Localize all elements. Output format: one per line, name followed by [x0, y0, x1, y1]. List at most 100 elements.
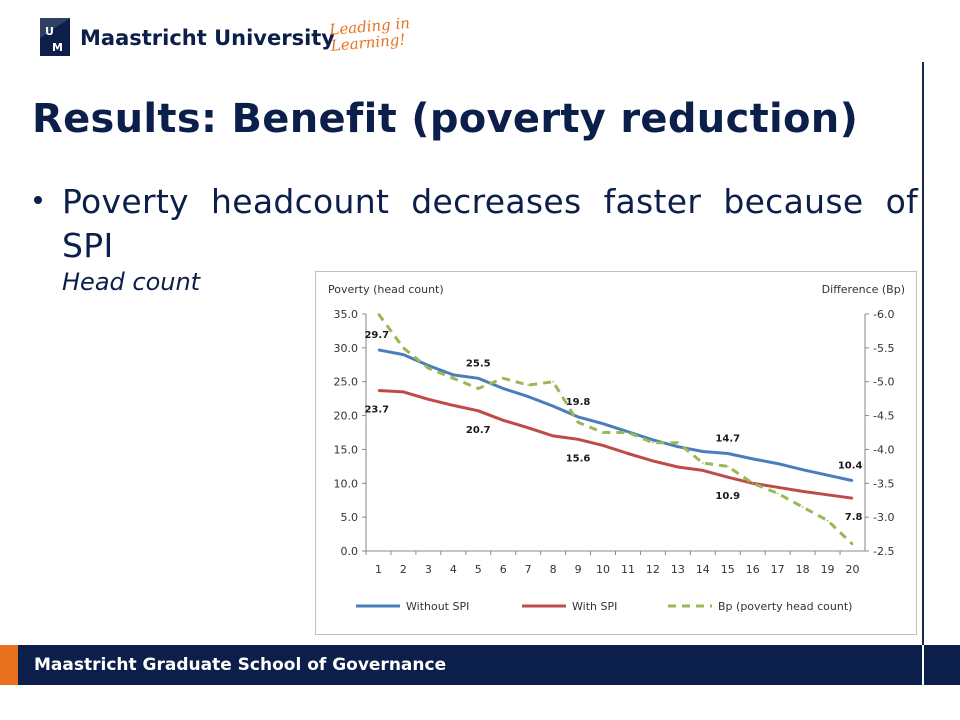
- x-tick-label: 16: [746, 563, 760, 576]
- data-label: 15.6: [566, 453, 591, 464]
- series-point-0: [477, 377, 480, 380]
- series-point-2: [577, 421, 579, 424]
- series-point-0: [726, 452, 729, 455]
- series-point-2: [826, 519, 829, 522]
- series-point-2: [726, 465, 729, 468]
- series-point-1: [552, 435, 554, 437]
- series-point-2: [377, 313, 380, 315]
- series-point-0: [851, 479, 854, 482]
- x-tick-label: 2: [400, 563, 407, 576]
- x-tick-label: 20: [846, 563, 860, 576]
- logo-text: Maastricht University: [80, 26, 335, 50]
- series-point-1: [627, 452, 629, 455]
- series-point-2: [552, 380, 554, 383]
- x-tick-label: 4: [450, 563, 457, 576]
- y-left-tick-label: 30.0: [334, 342, 359, 355]
- data-label: 10.9: [715, 491, 740, 502]
- chart-subcaption: Head count: [62, 268, 201, 296]
- x-tick-label: 7: [525, 563, 532, 576]
- y-left-tick-label: 35.0: [334, 308, 359, 321]
- right-axis-title: Difference (Bp): [822, 283, 905, 296]
- um-logo-icon: U M: [40, 18, 70, 56]
- data-label: 25.5: [466, 358, 491, 369]
- data-label: 7.8: [845, 512, 863, 523]
- x-tick-label: 3: [425, 563, 432, 576]
- series-point-2: [776, 492, 779, 495]
- series-point-2: [402, 347, 405, 349]
- series-line-0: [378, 348, 853, 483]
- x-tick-label: 12: [646, 563, 660, 576]
- series-point-1: [577, 438, 579, 441]
- series-point-1: [726, 476, 729, 478]
- footer-divider: [922, 645, 924, 685]
- bullet-icon: [34, 196, 42, 204]
- series-point-0: [552, 405, 554, 407]
- footer-label: Maastricht Graduate School of Governance: [34, 655, 447, 675]
- y-left-tick-label: 0.0: [341, 545, 359, 558]
- x-tick-label: 15: [721, 563, 735, 576]
- series-point-1: [826, 493, 829, 496]
- series-point-1: [602, 444, 604, 447]
- series-point-2: [602, 431, 604, 434]
- y-right-tick-label: -4.5: [873, 410, 894, 423]
- y-left-tick-label: 15.0: [334, 443, 359, 456]
- footer-bar: Maastricht Graduate School of Governance: [0, 645, 960, 685]
- bullet-text: Poverty headcount decreases faster becau…: [62, 182, 918, 265]
- right-border-rule: [922, 62, 924, 650]
- series-point-1: [402, 391, 405, 393]
- series-point-2: [677, 441, 679, 444]
- series-point-0: [527, 395, 529, 398]
- series-point-0: [402, 353, 405, 356]
- series-line-1: [378, 389, 853, 500]
- series-point-1: [851, 497, 854, 499]
- y-left-tick-label: 25.0: [334, 376, 359, 389]
- series-point-1: [801, 490, 804, 493]
- series-point-0: [801, 468, 804, 471]
- x-tick-label: 1: [375, 563, 382, 576]
- series-point-2: [627, 431, 629, 434]
- x-tick-label: 5: [475, 563, 482, 576]
- series-point-1: [427, 398, 430, 401]
- series-point-1: [377, 389, 380, 392]
- series-point-2: [502, 377, 505, 380]
- y-right-tick-label: -2.5: [873, 545, 894, 558]
- series-point-0: [577, 416, 579, 418]
- legend-entry-1: With SPI: [572, 600, 617, 613]
- series-point-0: [652, 439, 654, 441]
- series-line-2: [377, 313, 854, 546]
- series-point-0: [377, 349, 380, 351]
- data-label: 10.4: [838, 461, 863, 472]
- chart-svg: Poverty (head count) Difference (Bp) 0.0…: [328, 283, 905, 613]
- university-logo: U M Maastricht University Leading in Lea…: [40, 14, 411, 58]
- x-tick-label: 11: [621, 563, 635, 576]
- svg-text:U: U: [45, 25, 54, 38]
- data-label: 29.7: [364, 330, 389, 341]
- y-left-tick-label: 10.0: [334, 477, 359, 490]
- series-point-0: [427, 364, 430, 367]
- series-point-0: [502, 387, 505, 390]
- series-point-2: [652, 441, 654, 444]
- y-left-tick-label: 5.0: [341, 511, 359, 524]
- x-tick-label: 9: [575, 563, 582, 576]
- series-point-1: [502, 419, 505, 422]
- x-tick-label: 13: [671, 563, 685, 576]
- series-point-1: [776, 486, 779, 489]
- slide-title: Results: Benefit (poverty reduction): [32, 96, 859, 142]
- series-point-1: [527, 426, 529, 429]
- series-point-0: [602, 422, 604, 425]
- series-point-1: [702, 469, 704, 472]
- data-label: 20.7: [466, 425, 491, 436]
- series-point-2: [751, 482, 754, 485]
- x-tick-label: 6: [500, 563, 507, 576]
- left-axis-title: Poverty (head count): [328, 283, 444, 296]
- series-point-0: [677, 445, 679, 448]
- y-right-tick-label: -3.0: [873, 511, 894, 524]
- series-point-2: [452, 377, 455, 380]
- x-tick-label: 8: [550, 563, 557, 576]
- x-tick-label: 19: [821, 563, 835, 576]
- series-point-1: [477, 410, 480, 412]
- y-right-tick-label: -6.0: [873, 308, 894, 321]
- data-label: 19.8: [566, 397, 591, 408]
- footer-accent: [0, 645, 18, 685]
- series-point-2: [702, 462, 704, 464]
